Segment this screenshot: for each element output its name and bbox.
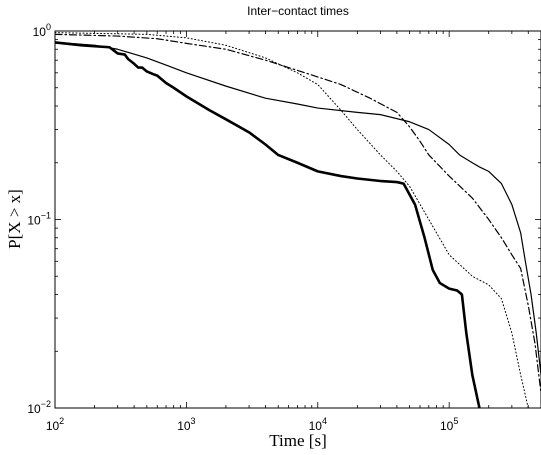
- series-line-dotted: [55, 32, 529, 408]
- x-tick-label: 103: [177, 416, 195, 433]
- x-axis-label: Time [s]: [269, 431, 326, 450]
- tick-labels: 102 103 104 105 100 10−1 10−2: [27, 22, 458, 433]
- x-tick-label: 104: [309, 416, 327, 433]
- y-tick-label: 10−1: [27, 211, 51, 228]
- x-tick-label: 102: [46, 416, 64, 433]
- y-tick-label: 10−2: [27, 399, 51, 416]
- x-tick-label: 105: [440, 416, 458, 433]
- series-line-dash-dot: [55, 33, 541, 394]
- y-tick-label: 100: [33, 22, 51, 39]
- axis-ticks: [54, 30, 541, 409]
- chart-title: Inter−contact times: [247, 4, 349, 18]
- series-layer: [55, 32, 541, 408]
- y-axis-label: P[X > x]: [5, 189, 24, 249]
- series-line-solid-thick: [55, 41, 481, 408]
- series-line-solid-thin: [55, 41, 541, 376]
